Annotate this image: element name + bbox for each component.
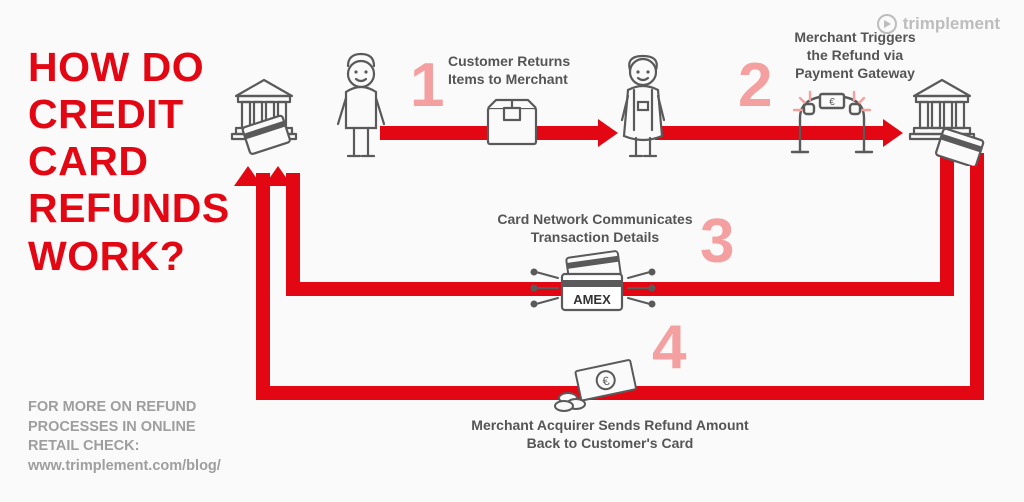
merchant-icon — [608, 52, 678, 162]
footer-note: FOR MORE ON REFUND PROCESSES IN ONLINE R… — [28, 398, 221, 476]
svg-text:€: € — [829, 97, 835, 108]
gateway-icon: € — [782, 80, 882, 158]
step-number-1: 1 — [410, 50, 444, 121]
flow-arrow-4 — [234, 166, 262, 186]
flow-bar-4a — [970, 153, 984, 400]
page-title: HOW DO CREDIT CARD REFUNDS WORK? — [28, 44, 230, 280]
step-number-3: 3 — [700, 206, 734, 277]
customer-bank-icon — [230, 76, 308, 161]
step-label-1: Customer Returns Items to Merchant — [448, 52, 598, 88]
customer-icon — [326, 52, 396, 162]
step-label-3: Card Network Communicates Transaction De… — [490, 210, 700, 246]
step-label-4: Merchant Acquirer Sends Refund Amount Ba… — [460, 416, 760, 452]
package-icon — [482, 96, 542, 148]
flow-diagram: 1 2 3 4 Customer Returns Items to Mercha… — [260, 58, 1010, 478]
refund-cash-icon: € — [552, 358, 648, 414]
card-network-icon: AMEX — [528, 250, 658, 326]
merchant-bank-icon — [908, 76, 996, 166]
flow-bar-3a — [940, 153, 954, 296]
flow-bar-4c — [256, 173, 270, 400]
network-card-label: AMEX — [573, 292, 611, 307]
flow-arrow-2 — [883, 119, 903, 147]
step-label-2: Merchant Triggers the Refund via Payment… — [780, 28, 930, 83]
step-number-2: 2 — [738, 50, 772, 121]
flow-bar-3c — [286, 173, 300, 296]
